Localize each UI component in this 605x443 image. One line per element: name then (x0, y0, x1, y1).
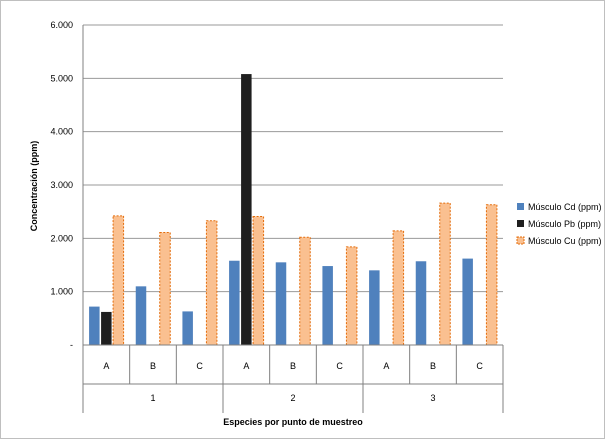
cd-bar (89, 306, 100, 345)
group-label: 2 (290, 393, 295, 403)
x-axis-label: Especies por punto de muestreo (223, 417, 363, 427)
y-tick-label: 4.000 (50, 127, 73, 137)
cd-bar (135, 286, 147, 345)
category-label: C (336, 361, 343, 371)
category-label: B (150, 361, 156, 371)
cd-bar (229, 260, 240, 345)
legend: Músculo Cd (ppm) Músculo Pb (ppm) Músculo … (516, 202, 602, 246)
group-label: 1 (150, 393, 155, 403)
y-tick-label: 2.000 (50, 233, 73, 243)
legend-swatch (516, 236, 525, 245)
legend-entry: Músculo Cd (ppm) (528, 202, 602, 212)
bars (89, 74, 498, 346)
y-tick-label: 5.000 (50, 73, 73, 83)
cu-bar (485, 204, 498, 346)
cd-bar (322, 266, 333, 345)
cu-bar (205, 220, 218, 346)
group-label: 3 (430, 393, 435, 403)
cu-bar (299, 236, 311, 346)
legend-swatch (517, 203, 524, 210)
y-axis-label: Concentración (ppm) (29, 141, 39, 232)
legend-entry: Músculo Cu (ppm) (528, 236, 602, 246)
axes: - 1.000 2.000 3.000 4.000 5.000 6.000 A B C A B C A B C… (50, 20, 504, 413)
category-label: A (383, 361, 389, 371)
legend-swatch (517, 220, 524, 227)
category-label: B (290, 361, 296, 371)
cu-bar (159, 231, 171, 346)
cu-bar (439, 202, 451, 346)
category-label: C (196, 361, 203, 371)
y-tick-label: 1.000 (50, 287, 73, 297)
gridlines (83, 24, 503, 293)
cd-bar (415, 261, 427, 345)
cu-bar (345, 246, 358, 346)
cu-bar (112, 215, 125, 346)
category-label: B (430, 361, 436, 371)
pb-bar (101, 311, 112, 345)
cd-bar (369, 270, 380, 345)
y-tick-label: - (70, 340, 73, 350)
y-tick-label: 3.000 (50, 180, 73, 190)
legend-entry: Músculo Pb (ppm) (528, 219, 601, 229)
pb-bar (241, 74, 252, 346)
cu-bar (392, 230, 405, 346)
y-tick-label: 6.000 (50, 20, 73, 30)
category-label: A (243, 361, 249, 371)
cu-bar (252, 215, 265, 346)
category-label: A (103, 361, 109, 371)
category-label: C (476, 361, 483, 371)
cd-bar (462, 258, 473, 345)
cd-bar (275, 262, 287, 345)
cd-bar (182, 311, 193, 345)
